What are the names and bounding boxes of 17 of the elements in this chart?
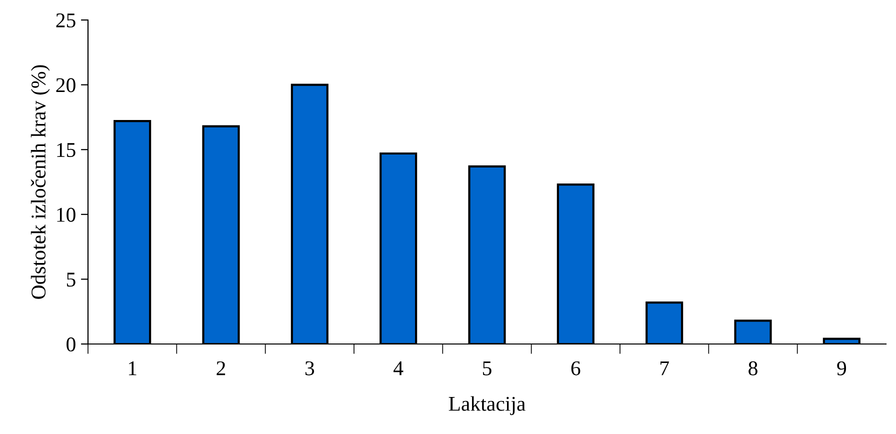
x-tick-label: 2 bbox=[216, 361, 226, 376]
x-tick-label: 3 bbox=[305, 361, 314, 376]
y-axis-title: Odstotek izločenih krav (%) bbox=[30, 65, 50, 299]
y-tick-label: 15 bbox=[57, 143, 76, 158]
x-tick-label: 4 bbox=[394, 361, 404, 376]
x-tick-label: 6 bbox=[571, 361, 580, 376]
x-axis-title: Laktacija bbox=[448, 396, 526, 416]
y-tick-label: 20 bbox=[56, 78, 76, 92]
x-tick-label: 5 bbox=[483, 361, 492, 376]
y-tick-label: 0 bbox=[66, 337, 76, 352]
x-tick-label: 8 bbox=[748, 361, 758, 376]
y-tick-label: 5 bbox=[66, 272, 76, 287]
x-tick-label: 7 bbox=[660, 361, 669, 376]
y-tick-label: 25 bbox=[56, 13, 76, 28]
x-tick-label: 9 bbox=[837, 361, 846, 376]
x-tick-label: 1 bbox=[128, 361, 136, 376]
y-tick-label: 10 bbox=[57, 208, 76, 222]
